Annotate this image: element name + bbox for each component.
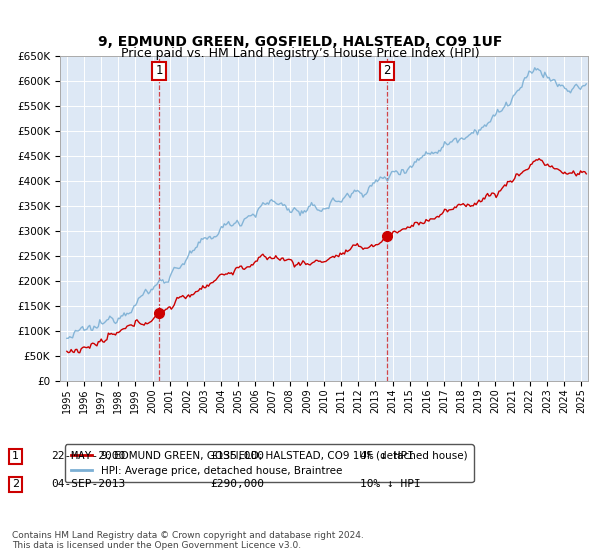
- Text: 2: 2: [12, 479, 19, 489]
- Legend: 9, EDMUND GREEN, GOSFIELD, HALSTEAD, CO9 1UF (detached house), HPI: Average pric: 9, EDMUND GREEN, GOSFIELD, HALSTEAD, CO9…: [65, 445, 473, 482]
- Text: 4% ↓ HPI: 4% ↓ HPI: [360, 451, 414, 461]
- Text: 1: 1: [12, 451, 19, 461]
- Text: 04-SEP-2013: 04-SEP-2013: [51, 479, 125, 489]
- Text: £135,000: £135,000: [210, 451, 264, 461]
- Text: 10% ↓ HPI: 10% ↓ HPI: [360, 479, 421, 489]
- Text: 2: 2: [383, 64, 391, 77]
- Text: 1: 1: [155, 64, 163, 77]
- Text: £290,000: £290,000: [210, 479, 264, 489]
- Text: 9, EDMUND GREEN, GOSFIELD, HALSTEAD, CO9 1UF: 9, EDMUND GREEN, GOSFIELD, HALSTEAD, CO9…: [98, 35, 502, 49]
- Text: 22-MAY-2000: 22-MAY-2000: [51, 451, 125, 461]
- Text: Contains HM Land Registry data © Crown copyright and database right 2024.
This d: Contains HM Land Registry data © Crown c…: [12, 531, 364, 550]
- Text: Price paid vs. HM Land Registry’s House Price Index (HPI): Price paid vs. HM Land Registry’s House …: [121, 46, 479, 60]
